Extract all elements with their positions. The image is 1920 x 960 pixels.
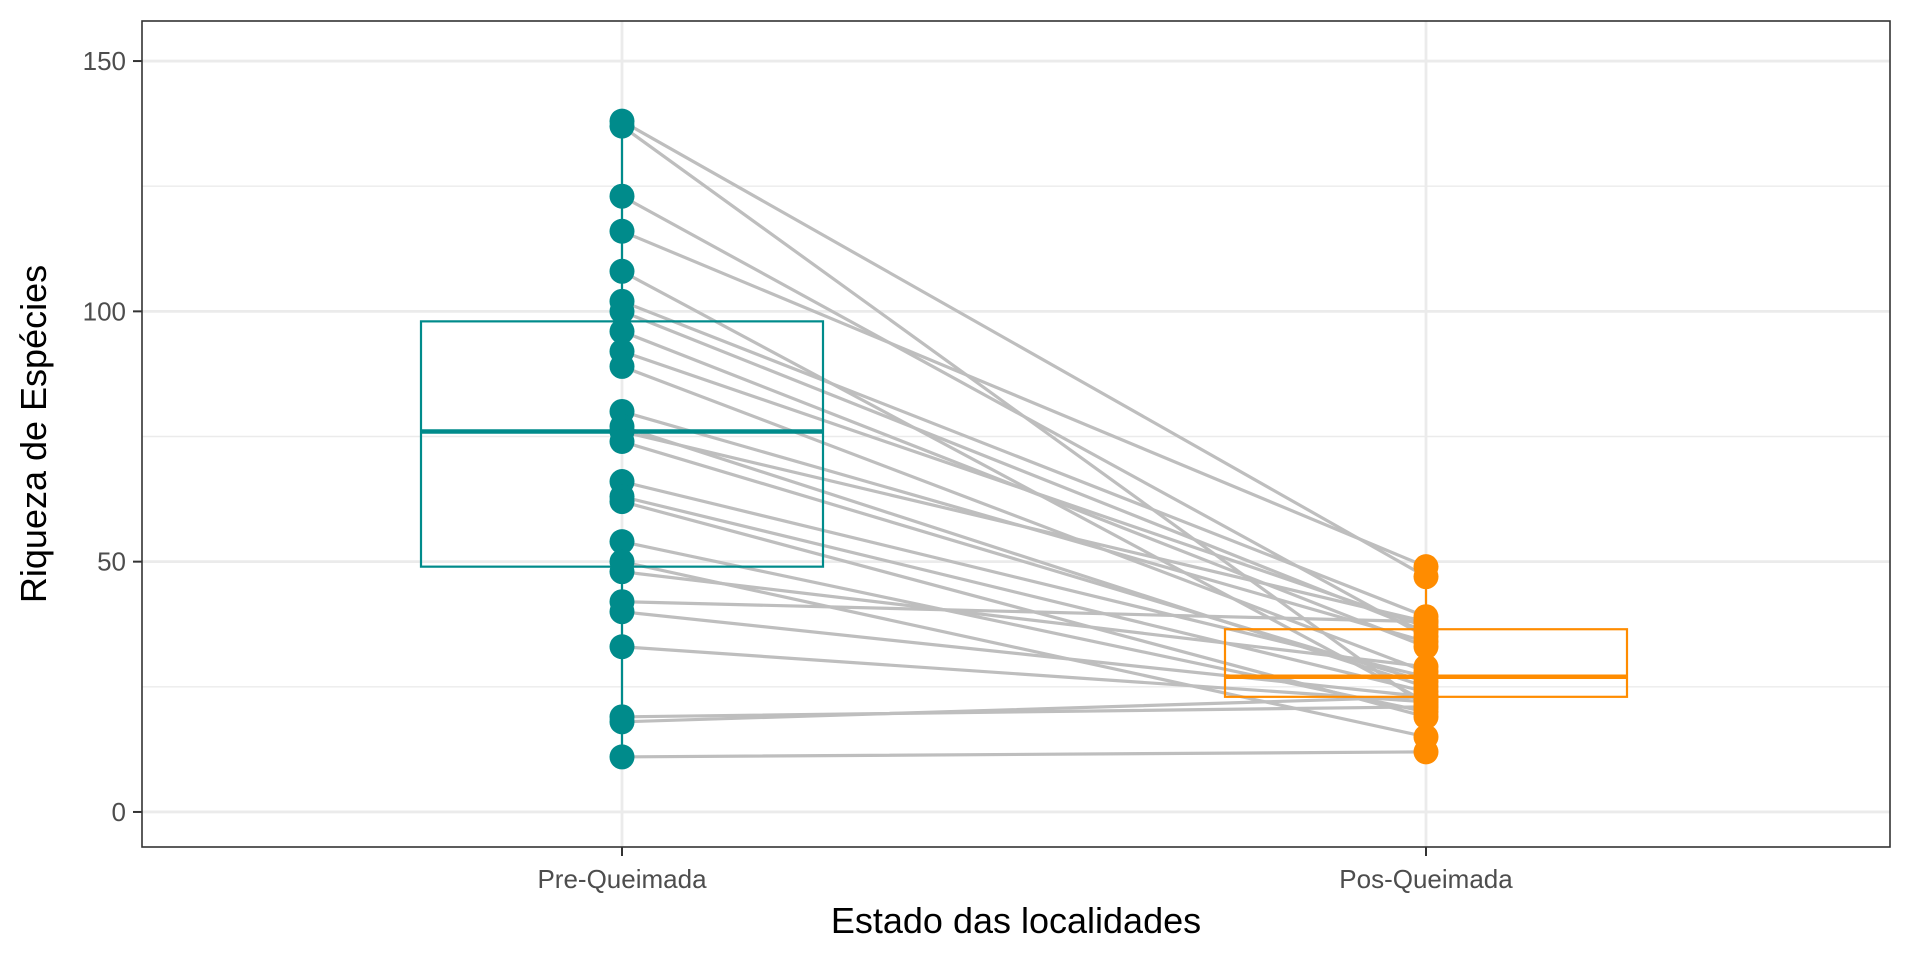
point-pre-queimada [609,298,635,324]
pair-line [620,429,1428,624]
y-tick-label: 150 [83,46,126,76]
x-axis-title: Estado das localidades [831,900,1201,941]
axes-layer: 0 50 100 150 Pre-Queimada Pos-Queimada [83,46,1514,894]
pair-line [620,570,1428,669]
pair-line [620,705,1428,719]
pair-line [620,494,1428,694]
point-pre-queimada [609,113,635,139]
point-pre-queimada [609,599,635,625]
point-pre-queimada [609,318,635,344]
point-pos-queimada [1413,629,1439,655]
point-pre-queimada [609,709,635,735]
point-pre-queimada [609,183,635,209]
pair-line [620,645,1428,704]
pair-line [620,119,1428,579]
point-pos-queimada [1413,654,1439,680]
pair-line [620,439,1428,684]
panel-border [141,20,1891,848]
point-pre-queimada [609,258,635,284]
pair-line [620,499,1428,719]
point-pos-queimada [1413,739,1439,765]
points-layer [609,108,1439,770]
pair-line [620,600,1428,624]
y-tick-label: 50 [97,547,126,577]
pair-line [620,299,1428,619]
x-tick-label: Pos-Queimada [1339,864,1513,894]
point-pre-queimada [609,634,635,660]
y-tick-label: 100 [83,296,126,326]
point-pos-queimada [1413,609,1439,635]
point-pre-queimada [609,353,635,379]
pair-line [620,309,1428,634]
x-tick-label: Pre-Queimada [537,864,707,894]
grid-layer [142,21,1890,847]
pair-line [620,695,1428,724]
pair-line [620,479,1428,679]
pair-line [620,610,1428,699]
point-pre-queimada [609,218,635,244]
point-pos-queimada [1413,554,1439,580]
y-axis-title: Riqueza de Espécies [13,265,54,603]
point-pre-queimada [609,559,635,585]
point-pre-queimada [609,529,635,555]
point-pre-queimada [609,429,635,455]
pair-line [620,750,1428,759]
pair-line [620,229,1428,569]
y-tick-label: 0 [112,797,126,827]
point-pos-queimada [1413,684,1439,710]
pair-line [620,349,1428,629]
point-pre-queimada [609,489,635,515]
point-pre-queimada [609,744,635,770]
pair-line [620,364,1428,674]
